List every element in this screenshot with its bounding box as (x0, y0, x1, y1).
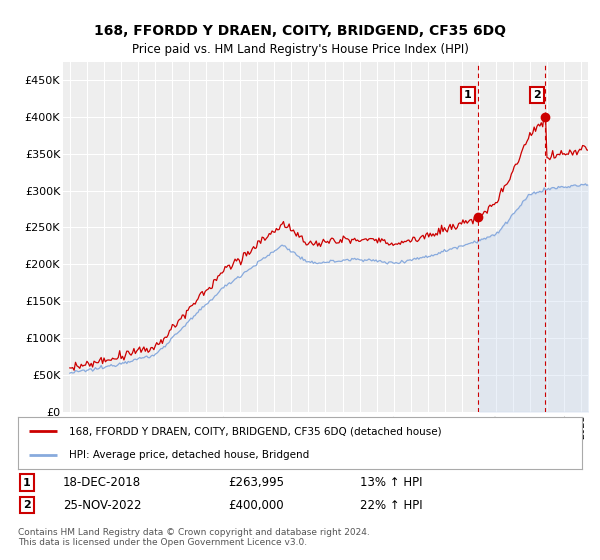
Text: Contains HM Land Registry data © Crown copyright and database right 2024.
This d: Contains HM Land Registry data © Crown c… (18, 528, 370, 547)
Text: 18-DEC-2018: 18-DEC-2018 (63, 476, 141, 489)
Text: £263,995: £263,995 (228, 476, 284, 489)
Text: £400,000: £400,000 (228, 498, 284, 512)
Text: HPI: Average price, detached house, Bridgend: HPI: Average price, detached house, Brid… (69, 450, 309, 460)
Text: Price paid vs. HM Land Registry's House Price Index (HPI): Price paid vs. HM Land Registry's House … (131, 43, 469, 55)
Text: 1: 1 (23, 478, 31, 488)
Text: 22% ↑ HPI: 22% ↑ HPI (360, 498, 422, 512)
Text: 25-NOV-2022: 25-NOV-2022 (63, 498, 142, 512)
Text: 168, FFORDD Y DRAEN, COITY, BRIDGEND, CF35 6DQ: 168, FFORDD Y DRAEN, COITY, BRIDGEND, CF… (94, 24, 506, 38)
Text: 13% ↑ HPI: 13% ↑ HPI (360, 476, 422, 489)
Text: 2: 2 (23, 500, 31, 510)
Text: 168, FFORDD Y DRAEN, COITY, BRIDGEND, CF35 6DQ (detached house): 168, FFORDD Y DRAEN, COITY, BRIDGEND, CF… (69, 426, 442, 436)
Text: 2: 2 (533, 90, 541, 100)
Text: 1: 1 (464, 90, 472, 100)
